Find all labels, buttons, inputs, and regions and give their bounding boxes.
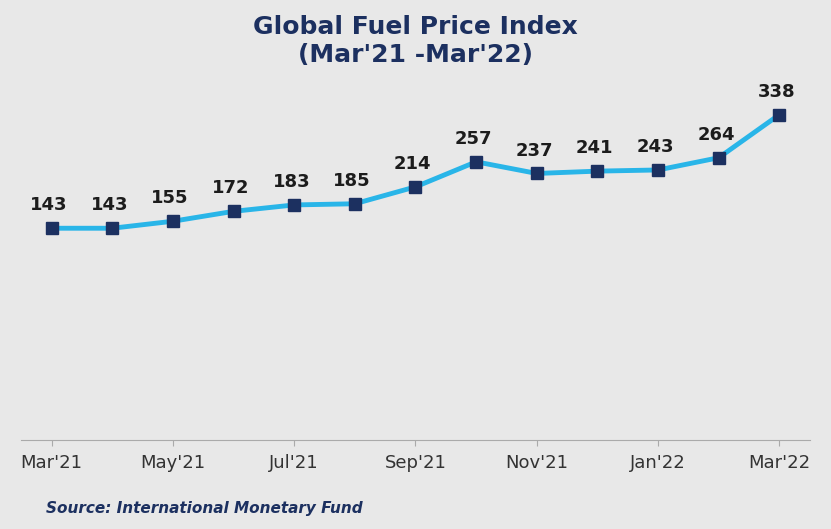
Text: 338: 338 <box>758 83 795 101</box>
Text: 241: 241 <box>576 139 613 157</box>
Text: 155: 155 <box>151 189 189 207</box>
Text: Source: International Monetary Fund: Source: International Monetary Fund <box>46 501 362 516</box>
Text: 243: 243 <box>637 138 674 156</box>
Text: 257: 257 <box>455 130 492 148</box>
Text: 143: 143 <box>91 196 128 214</box>
Text: 237: 237 <box>515 142 553 160</box>
Title: Global Fuel Price Index
(Mar'21 -Mar'22): Global Fuel Price Index (Mar'21 -Mar'22) <box>253 15 578 67</box>
Text: 264: 264 <box>697 126 735 144</box>
Text: 183: 183 <box>273 173 310 191</box>
Text: 143: 143 <box>30 196 67 214</box>
Text: 172: 172 <box>212 179 249 197</box>
Text: 185: 185 <box>333 172 371 190</box>
Text: 214: 214 <box>394 155 431 173</box>
